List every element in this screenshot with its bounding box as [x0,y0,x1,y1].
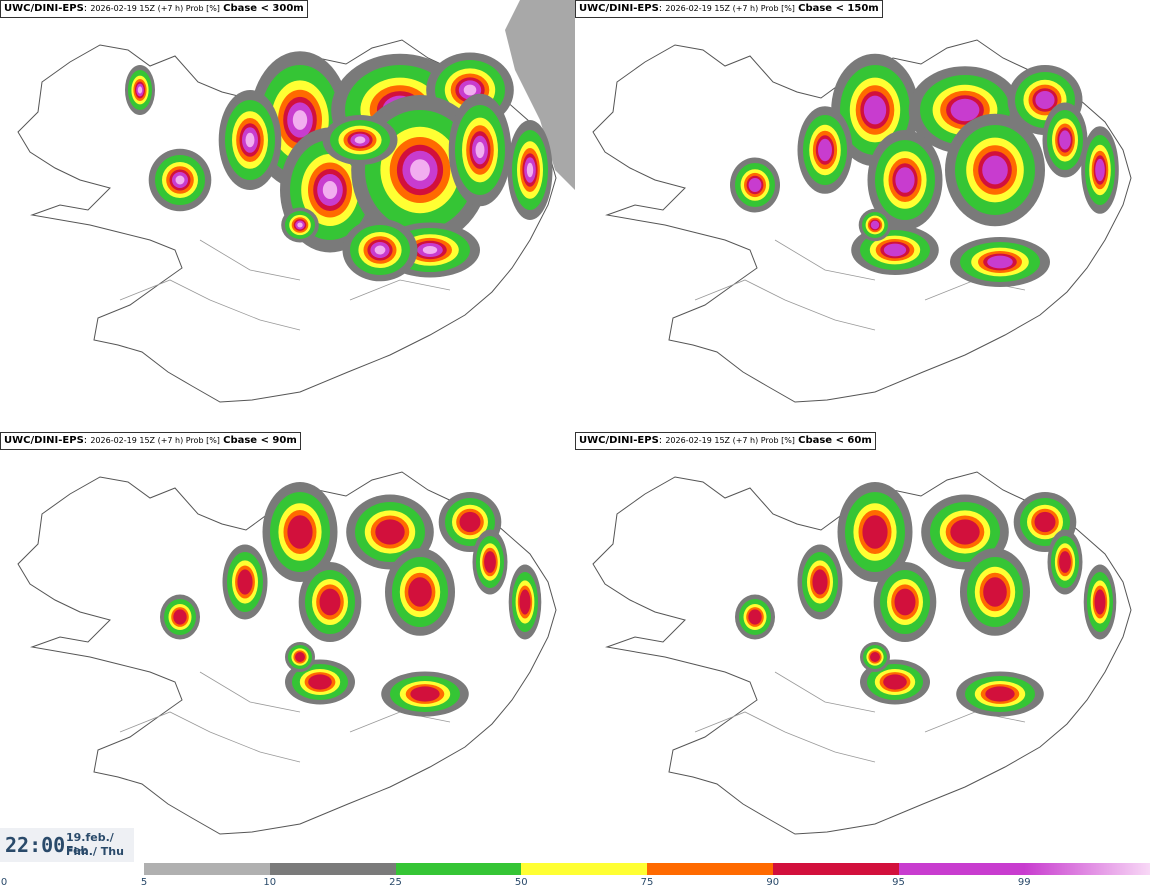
colorbar-tick-label: 75 [640,877,654,888]
colorbar-tick-label: 5 [140,877,148,888]
probability-contour [985,686,1015,702]
probability-contour [463,84,477,96]
probability-contour [374,245,386,255]
region-borders [119,239,451,331]
valid-time-box: 22:00 19.feb./ Feb Fim./ Thu [0,828,134,862]
probability-contour [475,141,485,159]
colorbar-tick-label: 0 [0,877,8,888]
probability-contour [1094,589,1106,615]
probability-contour [1095,158,1105,182]
probability-contour [484,551,496,573]
map-panel-150m: UWC/DINI-EPS: 2026-02-19 15Z (+7 h) Prob… [575,0,1150,430]
probability-contour [987,255,1013,269]
valid-date: 19.feb./ Feb [66,831,114,857]
model-name: UWC/DINI-EPS [4,435,84,446]
threshold-label: Cbase < 60m [798,435,872,446]
panel-title: UWC/DINI-EPS: 2026-02-19 15Z (+7 h) Prob… [575,432,876,450]
probability-contour [137,86,143,94]
threshold-label: Cbase < 90m [223,435,297,446]
colorbar-tick-label: 25 [389,877,402,888]
map-panel-60m: UWC/DINI-EPS: 2026-02-19 15Z (+7 h) Prob… [575,432,1150,862]
probability-contour [870,652,880,662]
colorbar-segment [898,863,1025,875]
colorbar-ticks: 0 5 10 25 50 75 90 95 99 [0,877,1150,891]
model-name: UWC/DINI-EPS [579,3,659,14]
colorbar-segment [1024,863,1150,875]
probability-contour [894,588,916,616]
probability-contour [375,519,405,545]
panel-title: UWC/DINI-EPS: 2026-02-19 15Z (+7 h) Prob… [575,0,883,18]
probability-contour [519,589,531,615]
colorbar-segment [269,863,396,875]
probability-contour [862,515,888,549]
probability-contour [818,138,832,162]
run-info: 2026-02-19 15Z (+7 h) Prob [%] [665,4,795,13]
colorbar-segment [144,863,270,875]
probability-contour [295,652,305,662]
run-info: 2026-02-19 15Z (+7 h) Prob [%] [90,436,220,445]
probability-colorbar [144,863,1150,875]
probability-contour [308,674,332,690]
probability-contour [526,162,534,178]
colorbar-tick-label: 50 [514,877,528,888]
iceland-map [17,471,557,835]
threshold-label: Cbase < 300m [223,3,304,14]
model-name: UWC/DINI-EPS [4,3,84,14]
probability-contour [863,95,887,125]
colorbar-segment [395,863,522,875]
probability-contour [245,132,255,148]
probability-contour [883,243,907,257]
threshold-label: Cbase < 150m [798,3,879,14]
probability-contour [354,136,366,144]
probability-contour [895,167,915,193]
probability-contour [748,609,762,625]
probability-contour [1035,91,1055,109]
probability-contour [408,577,432,607]
probability-contour [287,515,313,549]
probability-contour [812,569,828,595]
probability-contour [175,175,185,185]
map-panel-90m: UWC/DINI-EPS: 2026-02-19 15Z (+7 h) Prob… [0,432,575,862]
probability-contour [422,246,438,254]
map-panel-300m: UWC/DINI-EPS: 2026-02-19 15Z (+7 h) Prob… [0,0,575,430]
probability-contour [292,110,308,130]
probability-contour [297,222,303,228]
probability-contour [1059,551,1071,573]
colorbar-tick-label: 95 [892,877,905,888]
run-info: 2026-02-19 15Z (+7 h) Prob [%] [90,4,220,13]
colorbar-segment [772,863,899,875]
iceland-map [17,0,575,403]
probability-contour [410,686,440,702]
colorbar-tick-label: 90 [766,877,780,888]
colorbar-segment [521,863,648,875]
probability-contour [410,159,430,181]
run-info: 2026-02-19 15Z (+7 h) Prob [%] [665,436,795,445]
probability-contour [983,577,1007,607]
probability-contour [982,155,1008,185]
probability-contour [237,569,253,595]
offshore-probability-area [505,0,575,190]
probability-contour [950,519,980,545]
panel-title: UWC/DINI-EPS: 2026-02-19 15Z (+7 h) Prob… [0,432,301,450]
probability-contour [1059,130,1071,150]
probability-contour [319,588,341,616]
model-name: UWC/DINI-EPS [579,435,659,446]
panel-title: UWC/DINI-EPS: 2026-02-19 15Z (+7 h) Prob… [0,0,308,18]
iceland-map [592,471,1132,835]
probability-contour [883,674,907,690]
probability-contour [173,609,187,625]
valid-day: Fim./ Thu [66,845,124,858]
probability-contour [870,220,880,230]
probability-contour [950,98,980,122]
probability-contour [1034,511,1056,533]
colorbar-tick-label: 99 [1017,877,1031,888]
colorbar-tick-label: 10 [263,877,277,888]
probability-contour [322,181,338,199]
valid-time: 22:00 [5,833,66,857]
iceland-map [592,39,1132,403]
colorbar-segment [647,863,773,875]
probability-contour [748,178,762,192]
probability-contour [459,511,481,533]
